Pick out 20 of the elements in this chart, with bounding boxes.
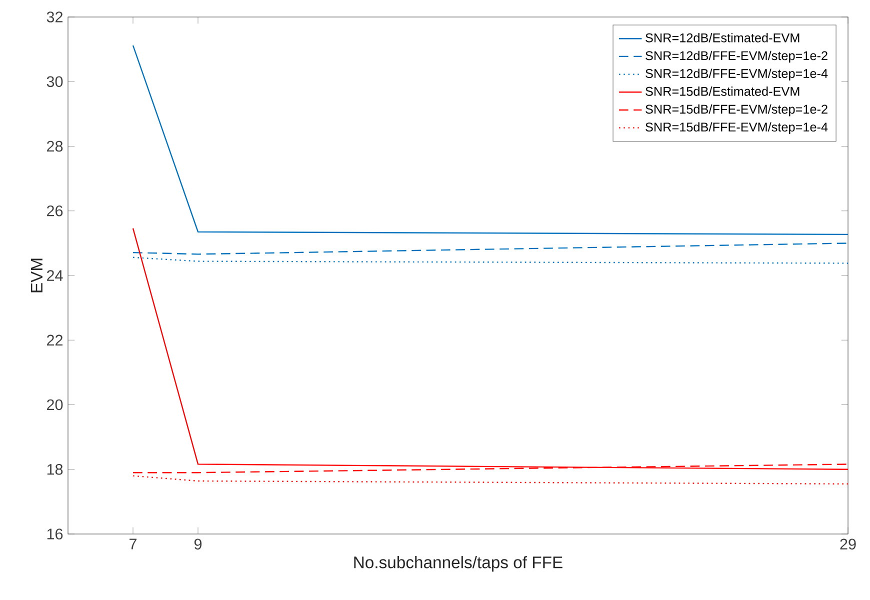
x-tick-label: 9 [194, 538, 202, 550]
y-tick-label: 16 [47, 528, 63, 540]
legend-label: SNR=15dB/FFE-EVM/step=1e-4 [646, 122, 828, 134]
y-tick-label: 24 [47, 270, 63, 281]
y-tick-label: 32 [46, 12, 63, 22]
x-tick-label: 7 [130, 538, 136, 550]
legend-label: SNR=12dB/Estimated-EVM [646, 33, 800, 42]
y-tick-label: 20 [47, 399, 63, 410]
x-tick-label: 29 [840, 538, 856, 550]
y-tick-label: 18 [47, 464, 63, 475]
legend-label: SNR=12dB/FFE-EVM/step=1e-2 [646, 50, 828, 63]
x-axis-title: No.subchannels/taps of FFE [354, 556, 562, 572]
y-tick-label: 22 [47, 334, 63, 346]
y-axis-title: EVM [30, 258, 42, 292]
legend-label: SNR=12dB/FFE-EVM/step=1e-4 [646, 68, 828, 81]
legend-label: SNR=15dB/Estimated-EVM [646, 86, 800, 96]
y-tick-label: 30 [46, 76, 63, 88]
y-tick-label: 28 [47, 140, 63, 152]
legend-label: SNR=15dB/FFE-EVM/step=1e-2 [646, 104, 828, 116]
y-tick-label: 26 [47, 205, 63, 216]
